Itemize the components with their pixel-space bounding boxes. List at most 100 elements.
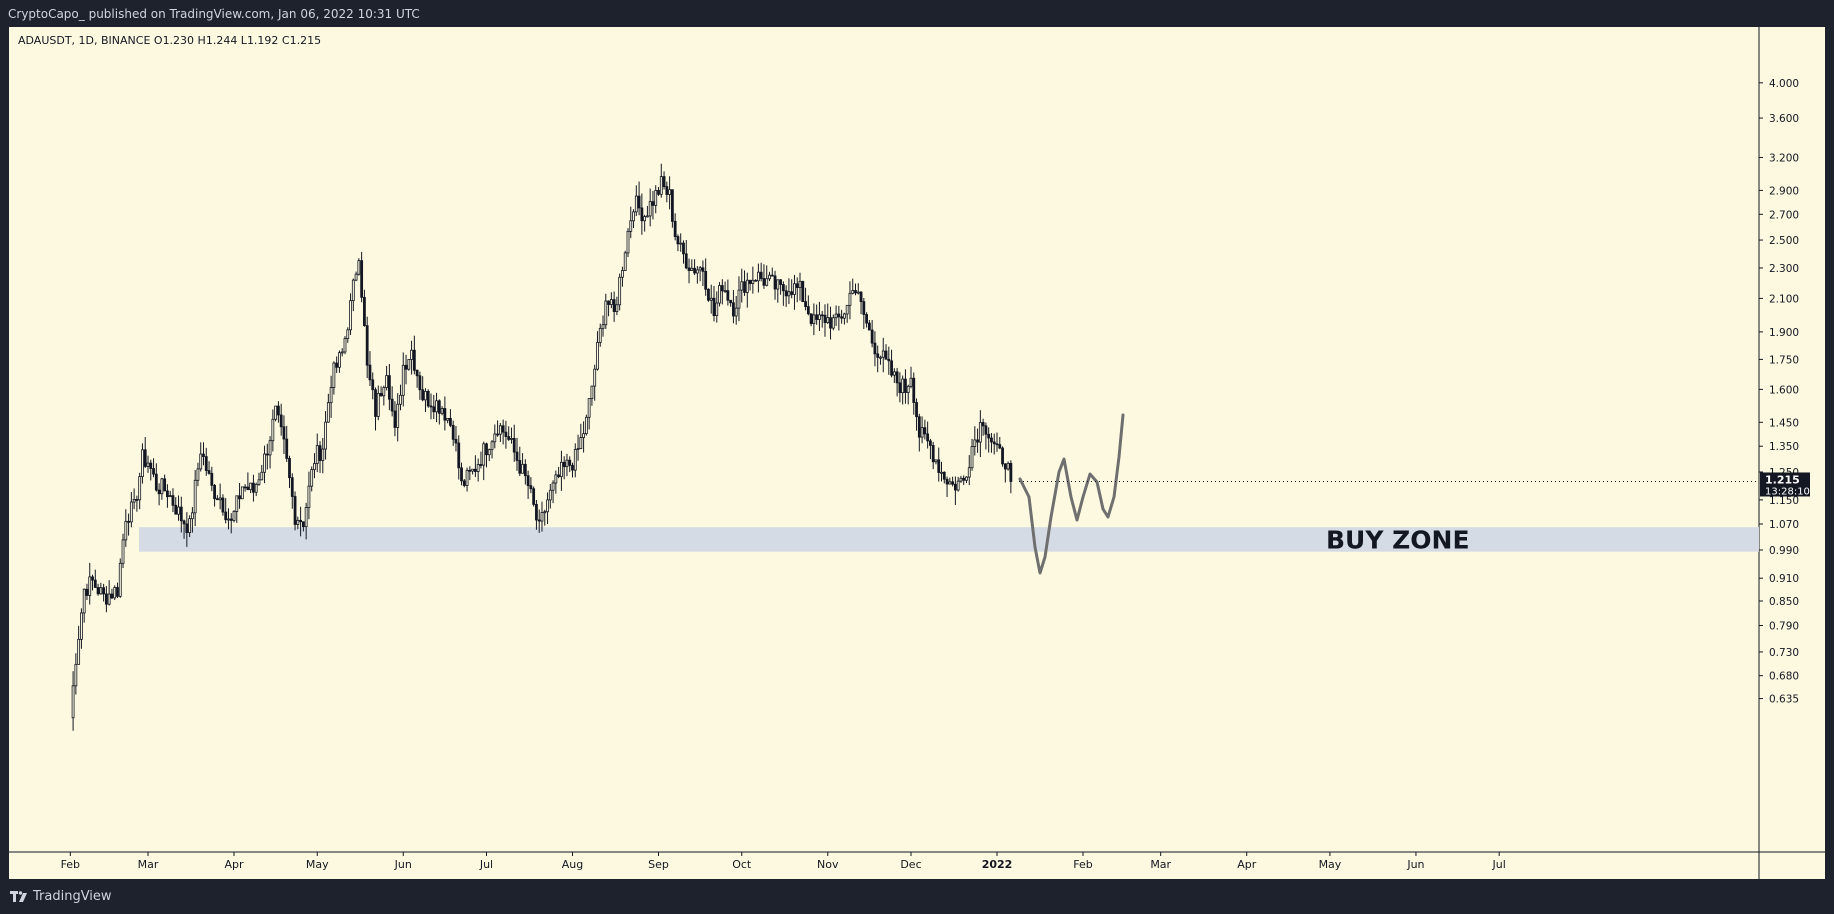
candle-body (146, 462, 150, 467)
candle-body (390, 398, 394, 412)
candle-body (71, 685, 75, 719)
candle-body (202, 453, 205, 457)
candle-body (396, 403, 400, 428)
candle-body (498, 425, 502, 435)
candle-body (634, 195, 638, 213)
candle-body (981, 422, 985, 427)
candle-body (152, 468, 155, 475)
candle-body (995, 443, 999, 446)
candle-body (876, 353, 880, 358)
candle-body (104, 593, 108, 605)
candle-body (781, 284, 785, 292)
candle-body (329, 387, 333, 404)
candle-body (351, 279, 355, 302)
candle-body (243, 486, 247, 489)
candle-body (102, 587, 106, 595)
candle-body (881, 350, 885, 358)
chart-area[interactable]: BUY ZONE 4.000 3.600 3.200 2.900 2.700 2.500 2.… (9, 27, 1825, 879)
candle-body (884, 350, 888, 360)
candle-body (962, 477, 966, 481)
candle-body (615, 304, 619, 312)
candle-body (593, 368, 597, 387)
candle-body (299, 519, 302, 523)
candle-body (471, 468, 475, 472)
candle-body (93, 579, 97, 588)
candle-body (587, 398, 591, 418)
time-tick-label: Mar (138, 858, 159, 871)
price-tick-label: 1.600 (1769, 384, 1799, 396)
candle-body (848, 292, 852, 306)
candle-body (929, 440, 932, 446)
candle-body (923, 427, 927, 435)
candle-body (435, 400, 438, 413)
candle-body (107, 593, 111, 605)
candle-body (873, 342, 877, 355)
candle-body (82, 588, 86, 614)
candle-body (88, 576, 92, 596)
publisher-line: CryptoCapo_ published on TradingView.com… (8, 7, 420, 21)
candle-body (715, 302, 719, 317)
candle-body (113, 587, 117, 599)
candle-body (723, 290, 727, 293)
time-tick-label: Feb (61, 858, 80, 871)
price-tick-label: 2.900 (1769, 185, 1799, 197)
candle-body (1001, 447, 1004, 465)
candle-body (340, 351, 344, 354)
candle-body (279, 414, 283, 428)
candle-body (890, 360, 893, 376)
candle-body (795, 283, 799, 288)
candle-body (493, 433, 497, 443)
candle-body (154, 473, 158, 491)
candle-body (629, 220, 633, 232)
candle-body (510, 438, 513, 440)
candle-body (268, 440, 272, 456)
price-tick-label: 0.850 (1769, 596, 1799, 608)
candle-body (912, 377, 916, 403)
candle-body (415, 369, 419, 377)
price-tick-label: 3.200 (1769, 152, 1799, 164)
candle-body (892, 371, 896, 376)
candle-body (543, 511, 547, 514)
candle-body (476, 464, 480, 472)
candle-body (973, 439, 977, 447)
candle-body (901, 378, 905, 394)
candle-body (557, 474, 561, 478)
candle-body (454, 438, 458, 444)
candle-body (845, 304, 849, 315)
candle-body (537, 519, 541, 522)
candle-body (698, 267, 702, 271)
candle-body (970, 446, 974, 469)
price-chart[interactable]: BUY ZONE 4.000 3.600 3.200 2.900 2.700 2.500 2.… (9, 27, 1825, 879)
candle-body (654, 190, 658, 206)
candle-body (679, 242, 683, 245)
candle-body (934, 459, 938, 463)
candle-body (99, 587, 103, 595)
candle-body (129, 501, 133, 523)
candle-body (426, 390, 430, 407)
candle-body (931, 445, 935, 463)
time-tick-label: Mar (1150, 858, 1171, 871)
candle-body (457, 442, 461, 469)
candle-body (665, 186, 669, 195)
candle-body (124, 520, 128, 541)
tradingview-brand[interactable]: TradingView (10, 889, 112, 904)
candle-body (682, 242, 685, 255)
candle-body (526, 475, 530, 487)
candle-body (85, 588, 89, 596)
candle-body (157, 489, 161, 495)
candle-body (709, 297, 713, 301)
candle-body (265, 453, 269, 456)
candle-body (385, 375, 389, 388)
candle-body (804, 301, 807, 307)
candle-body (942, 471, 946, 480)
candle-body (651, 201, 655, 206)
buy-zone-label: BUY ZONE (1326, 525, 1470, 554)
candle-body (540, 512, 544, 522)
candle-body (779, 279, 782, 285)
candle-body (210, 472, 214, 486)
candle-body (754, 279, 758, 282)
candle-body (573, 449, 577, 471)
candle-body (1003, 463, 1007, 470)
candle-body (554, 474, 558, 484)
candle-body (188, 518, 192, 533)
